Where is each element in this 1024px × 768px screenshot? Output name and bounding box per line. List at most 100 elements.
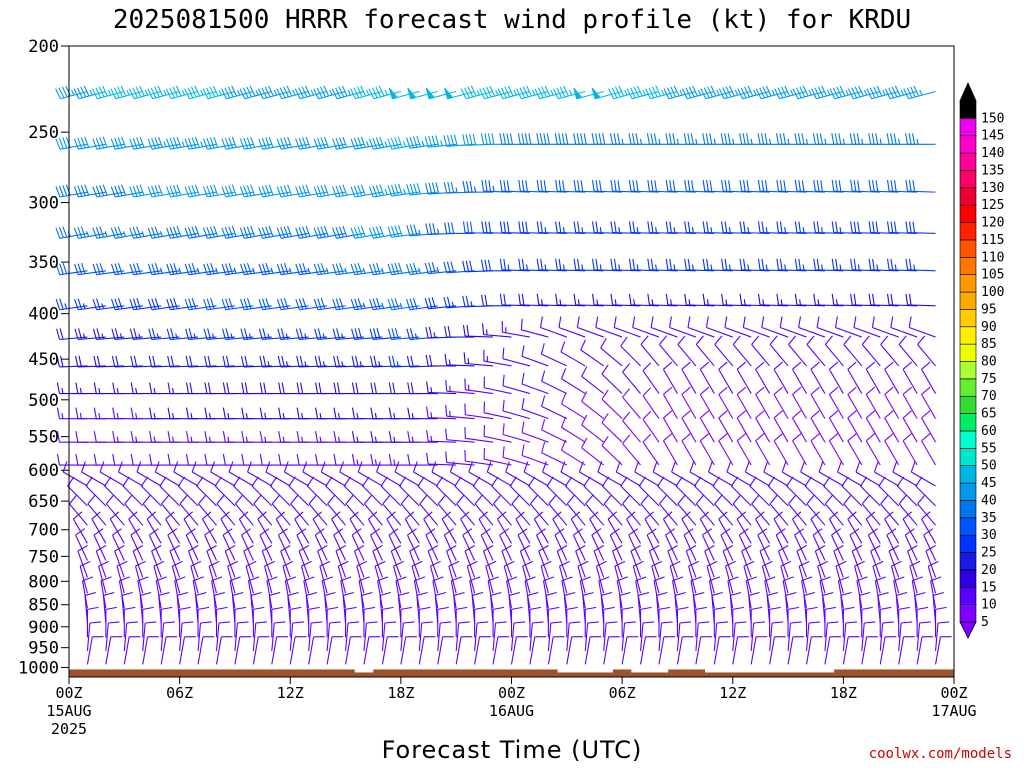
wind-barb	[581, 366, 605, 395]
wind-barb	[56, 382, 88, 395]
wind-barb	[788, 335, 807, 367]
wind-barb	[572, 528, 586, 561]
wind-barb	[239, 184, 272, 198]
wind-barb	[757, 221, 789, 235]
wind-barb	[333, 528, 347, 561]
wind-barb	[850, 258, 881, 272]
wind-barb	[55, 298, 88, 311]
wind-barb	[497, 85, 531, 100]
wind-barb	[645, 85, 678, 100]
wind-barb	[55, 184, 88, 198]
wind-barb	[227, 560, 239, 594]
wind-barb	[903, 85, 936, 100]
wind-barb	[817, 560, 829, 594]
wind-barb	[308, 621, 323, 651]
wind-barb	[905, 293, 936, 307]
wind-barb	[566, 494, 586, 526]
y-tick-label: 500	[28, 391, 59, 411]
wind-barb	[167, 382, 199, 395]
wind-barb	[357, 461, 383, 487]
wind-barb	[315, 382, 346, 395]
wind-barb	[204, 407, 235, 420]
wind-barb	[833, 544, 844, 578]
wind-barb	[646, 528, 660, 561]
wind-barb	[130, 407, 162, 420]
wind-barb	[491, 476, 512, 507]
wind-barb	[456, 494, 476, 526]
wind-barb	[776, 180, 807, 193]
wind-barb	[333, 355, 365, 368]
wind-barb	[542, 461, 568, 487]
wind-barb	[481, 221, 512, 235]
wind-barb	[779, 316, 807, 338]
wind-barb	[730, 476, 752, 507]
x-tick-label: 00Z	[498, 684, 525, 702]
wind-barb	[886, 258, 918, 272]
wind-barb	[759, 544, 771, 578]
chart-title: 2025081500 HRRR forecast wind profile (k…	[113, 5, 911, 35]
wind-barb	[886, 293, 918, 307]
wind-barb	[129, 262, 162, 276]
wind-barb	[388, 382, 420, 395]
wind-barb	[811, 85, 844, 100]
wind-barb	[581, 414, 605, 443]
wind-barb	[777, 544, 789, 578]
wind-barb	[683, 528, 697, 561]
wind-barb	[502, 423, 531, 443]
wind-barb	[521, 397, 549, 420]
wind-barb	[916, 636, 934, 665]
wind-barb	[554, 528, 568, 561]
wind-barb	[626, 85, 660, 100]
wind-barb	[118, 576, 131, 609]
wind-barb	[519, 544, 531, 578]
wind-barb	[258, 262, 291, 276]
y-tick-label: 900	[28, 618, 59, 638]
wind-barb	[81, 461, 107, 487]
wind-barb	[75, 431, 106, 443]
wind-barb	[865, 433, 881, 466]
colorbar-swatch	[959, 187, 977, 206]
wind-barb	[814, 544, 826, 578]
wind-barb	[55, 226, 88, 239]
wind-barb	[308, 636, 325, 665]
wind-barb	[184, 297, 217, 311]
colorbar-label: 20	[981, 563, 997, 578]
wind-barb	[75, 453, 106, 466]
wind-barb	[387, 225, 420, 238]
colorbar-swatch	[959, 413, 977, 432]
wind-barb	[381, 606, 394, 638]
wind-barb	[613, 316, 641, 338]
wind-barb	[538, 544, 549, 578]
wind-barb	[351, 528, 365, 561]
colorbar-label: 115	[981, 233, 1004, 248]
x-tick-label: 12Z	[277, 684, 304, 702]
wind-barb	[744, 461, 770, 487]
wind-barb	[595, 316, 623, 338]
wind-barb	[388, 407, 420, 420]
wind-barb	[259, 407, 291, 420]
wind-barb	[640, 621, 655, 651]
x-tick-label: 06Z	[166, 684, 193, 702]
wind-barb	[464, 427, 494, 443]
wind-barb	[351, 355, 383, 368]
wind-barb	[745, 576, 758, 609]
wind-barb	[850, 221, 881, 235]
wind-barb	[271, 621, 286, 651]
wind-barb	[380, 476, 402, 507]
wind-barb	[388, 355, 420, 368]
wind-barb	[74, 262, 106, 276]
wind-barb	[130, 528, 144, 561]
wind-barb	[671, 461, 697, 487]
wind-barb	[622, 411, 641, 443]
wind-barb	[603, 494, 623, 526]
colorbar-swatch	[959, 517, 977, 536]
wind-barb	[510, 606, 523, 638]
wind-barb	[472, 476, 494, 507]
wind-barb	[251, 476, 273, 507]
wind-barb	[425, 326, 457, 339]
wind-barb	[56, 328, 88, 341]
wind-barb	[690, 576, 702, 609]
wind-barb	[313, 297, 346, 311]
wind-barb	[739, 133, 770, 145]
wind-barb	[506, 576, 518, 609]
